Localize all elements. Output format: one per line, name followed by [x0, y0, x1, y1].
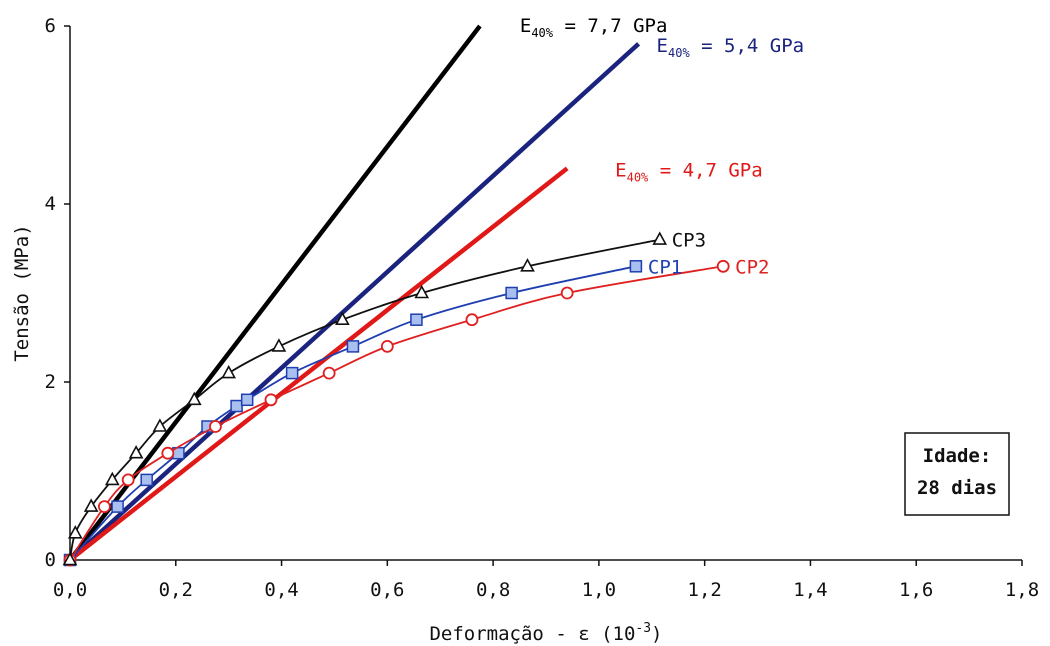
x-tick-label: 0,0 [53, 579, 87, 601]
point-cp2 [560, 286, 574, 300]
series-line-cp1 [69, 265, 637, 561]
y-tick-label: 6 [45, 15, 56, 37]
x-tick-label: 0,6 [370, 579, 404, 601]
modulus-line [68, 42, 641, 562]
age-annotation-line-2: 28 dias [917, 477, 997, 499]
x-tick-label: 0,2 [159, 579, 193, 601]
point-cp3 [83, 498, 99, 512]
series-line-cp2 [69, 265, 724, 561]
point-cp3 [652, 231, 668, 245]
x-tick-label: 1,6 [899, 579, 933, 601]
axis-ticks: 0,0 0,2 0,4 0,6 0,8 1,0 1,2 1,4 1,6 1,8 0 2 4 6 [45, 15, 1040, 601]
point-cp1 [505, 286, 518, 300]
point-cp1 [346, 340, 360, 353]
modulus-line [68, 166, 569, 562]
point-cp2 [121, 473, 135, 487]
x-tick-label: 1,4 [793, 579, 827, 601]
point-cp3 [335, 311, 350, 326]
modulus-label: E40% = 4,7 GPa [615, 159, 763, 184]
point-cp3 [414, 284, 430, 299]
x-tick-label: 1,0 [582, 579, 616, 601]
x-tick-label: 1,8 [1005, 579, 1039, 601]
modulus-lines [68, 24, 641, 562]
y-tick-label: 0 [45, 549, 56, 571]
age-annotation: Idade: 28 dias [904, 432, 1010, 516]
point-cp2 [716, 259, 730, 273]
point-cp1 [410, 313, 423, 326]
age-annotation-box [904, 432, 1010, 516]
point-cp2 [209, 420, 222, 433]
point-cp3 [152, 418, 168, 432]
point-cp3 [520, 258, 535, 272]
x-tick-label: 1,2 [688, 579, 722, 601]
point-cp2 [161, 446, 175, 460]
x-axis-title: Deformação - ε (10-3) [429, 621, 662, 645]
point-cp2 [465, 313, 479, 327]
point-cp2 [380, 339, 394, 353]
age-annotation-line-1: Idade: [923, 445, 992, 467]
point-cp1 [240, 393, 254, 407]
series-label-cp1: CP1 [648, 256, 682, 278]
point-cp3 [128, 445, 144, 459]
y-tick-label: 2 [45, 371, 56, 393]
point-cp3 [186, 391, 202, 406]
point-cp1 [111, 500, 124, 513]
series-label-cp3: CP3 [672, 230, 706, 252]
series-label-cp2: CP2 [735, 256, 769, 278]
point-cp3 [271, 338, 287, 352]
modulus-label: E40% = 5,4 GPa [657, 35, 805, 60]
point-cp1 [629, 260, 643, 273]
point-cp3 [62, 551, 78, 566]
x-tick-label: 0,4 [264, 579, 298, 601]
point-cp3 [104, 471, 120, 486]
point-cp1 [140, 473, 153, 487]
series-curves [62, 231, 730, 567]
modulus-line [68, 24, 482, 562]
point-cp1 [230, 399, 243, 413]
x-tick-label: 0,8 [476, 579, 510, 601]
point-cp1 [285, 366, 299, 380]
y-tick-label: 4 [45, 193, 56, 215]
modulus-label: E40% = 7,7 GPa [520, 15, 668, 40]
series-line-cp3 [69, 238, 660, 561]
point-cp2 [264, 393, 278, 407]
point-cp2 [322, 366, 336, 380]
point-cp3 [221, 364, 237, 379]
point-cp3 [67, 525, 83, 539]
y-axis-title: Tensão (MPa) [11, 224, 33, 361]
point-cp2 [97, 500, 111, 514]
